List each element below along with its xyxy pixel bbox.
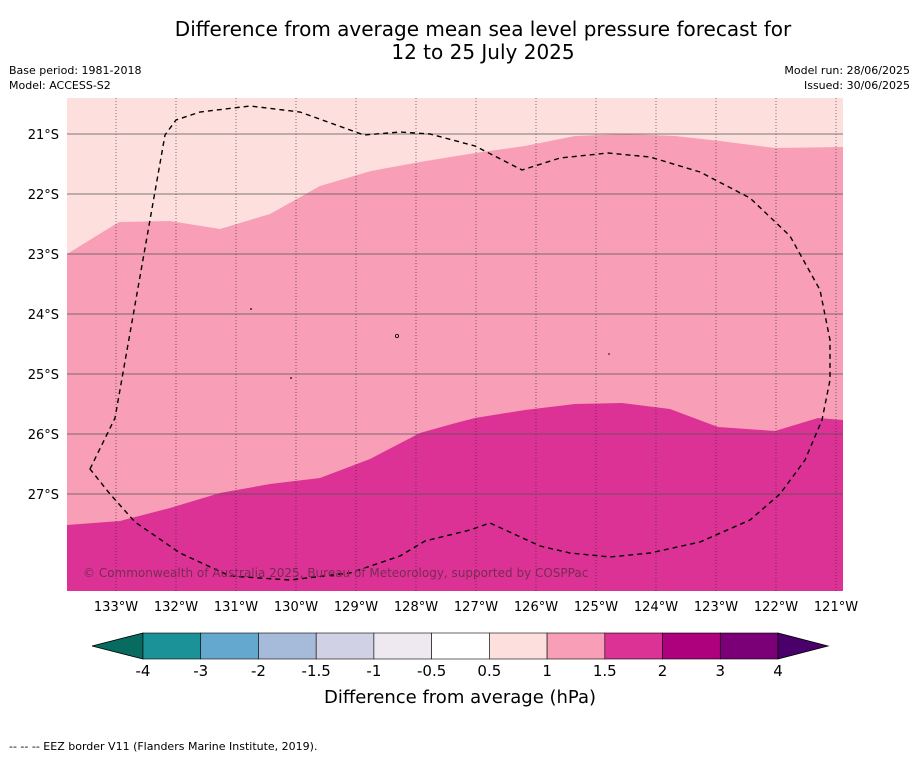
colorbar-tick-label: 2 [658,662,668,680]
colorbar-tick-label: -3 [193,662,208,680]
issued-text: Issued: 30/06/2025 [803,79,910,92]
lon-label: 132°W [154,600,198,615]
chart-title: Difference from average mean sea level p… [0,18,919,64]
lon-label: 133°W [94,600,138,615]
colorbar-segment [546,632,606,660]
colorbar-tick-label: 1 [542,662,552,680]
graticule [115,98,837,591]
lon-label: 131°W [214,600,258,615]
island-markers [250,308,610,379]
colorbar-tick-label: -0.5 [417,662,446,680]
colorbar-extend-low [91,632,144,660]
base-period-text: Base period: 1981-2018 [9,64,142,77]
lat-label: 25°S [28,368,59,383]
colorbar-tick-label: 1.5 [593,662,617,680]
colorbar: -4 -3 -2 -1.5 -1 -0.5 0.5 1 1.5 2 3 4 Difference fr… [91,632,830,708]
fill-band-dark [67,403,843,591]
copyright-text: © Commonwealth of Australia 2025, Bureau… [83,566,588,580]
colorbar-segment [431,632,490,660]
colorbar-tick-labels: -4 -3 -2 -1.5 -1 -0.5 0.5 1 1.5 2 3 4 [136,662,783,680]
model-run-text: Model run: 28/06/2025 [784,64,910,77]
lon-label: 129°W [334,600,378,615]
lon-label: 122°W [754,600,798,615]
meta-left: Base period: 1981-2018 Model: ACCESS-S2 [9,63,141,93]
colorbar-segment [200,632,259,660]
lon-label: 121°W [814,600,858,615]
colorbar-tick-label: 0.5 [477,662,501,680]
colorbar-tick-label: -1 [366,662,381,680]
lon-label: 127°W [454,600,498,615]
colorbar-segment [315,632,375,660]
meta-right: Model run: 28/06/2025 Issued: 30/06/2025 [784,63,910,93]
colorbar-segment [258,632,317,660]
colorbar-segment [373,632,432,660]
lon-label: 125°W [574,600,618,615]
colorbar-tick-label: -4 [136,662,151,680]
lat-label: 22°S [28,188,59,203]
latitude-lines [67,133,843,495]
colorbar-tick-label: -2 [251,662,266,680]
eez-legend-note: -- -- -- EEZ border V11 (Flanders Marine… [9,740,318,753]
lon-label: 130°W [274,600,318,615]
map-figure: © Commonwealth of Australia 2025, Bureau… [28,98,858,708]
colorbar-segment [662,632,721,660]
title-line-1: Difference from average mean sea level p… [174,17,792,41]
colorbar-segment [719,632,779,660]
lat-label: 23°S [28,248,59,263]
colorbar-segment [604,632,663,660]
lat-label: 21°S [28,128,59,143]
colorbar-label: Difference from average (hPa) [324,687,596,708]
colorbar-tick-label: 3 [715,662,725,680]
colorbar-tick-label: -1.5 [302,662,331,680]
lon-label: 124°W [634,600,678,615]
colorbar-tick-label: 4 [773,662,783,680]
lon-label: 128°W [394,600,438,615]
eez-border-line [89,105,831,581]
title-line-2: 12 to 25 July 2025 [391,40,575,64]
lat-label: 24°S [28,308,59,323]
model-text: Model: ACCESS-S2 [9,79,111,92]
colorbar-segment [142,632,202,660]
colorbar-extend-high [777,632,830,660]
lon-label: 126°W [514,600,558,615]
lat-label: 27°S [28,488,59,503]
lat-label: 26°S [28,428,59,443]
lat-labels: 21°S 22°S 23°S 24°S 25°S 26°S 27°S [28,128,59,503]
colorbar-segment [489,632,548,660]
map-area: © Commonwealth of Australia 2025, Bureau… [67,98,843,591]
lon-label: 123°W [694,600,738,615]
lon-labels: 133°W 132°W 131°W 130°W 129°W 128°W 127°… [94,600,858,615]
colorbar-boxes [142,632,779,660]
